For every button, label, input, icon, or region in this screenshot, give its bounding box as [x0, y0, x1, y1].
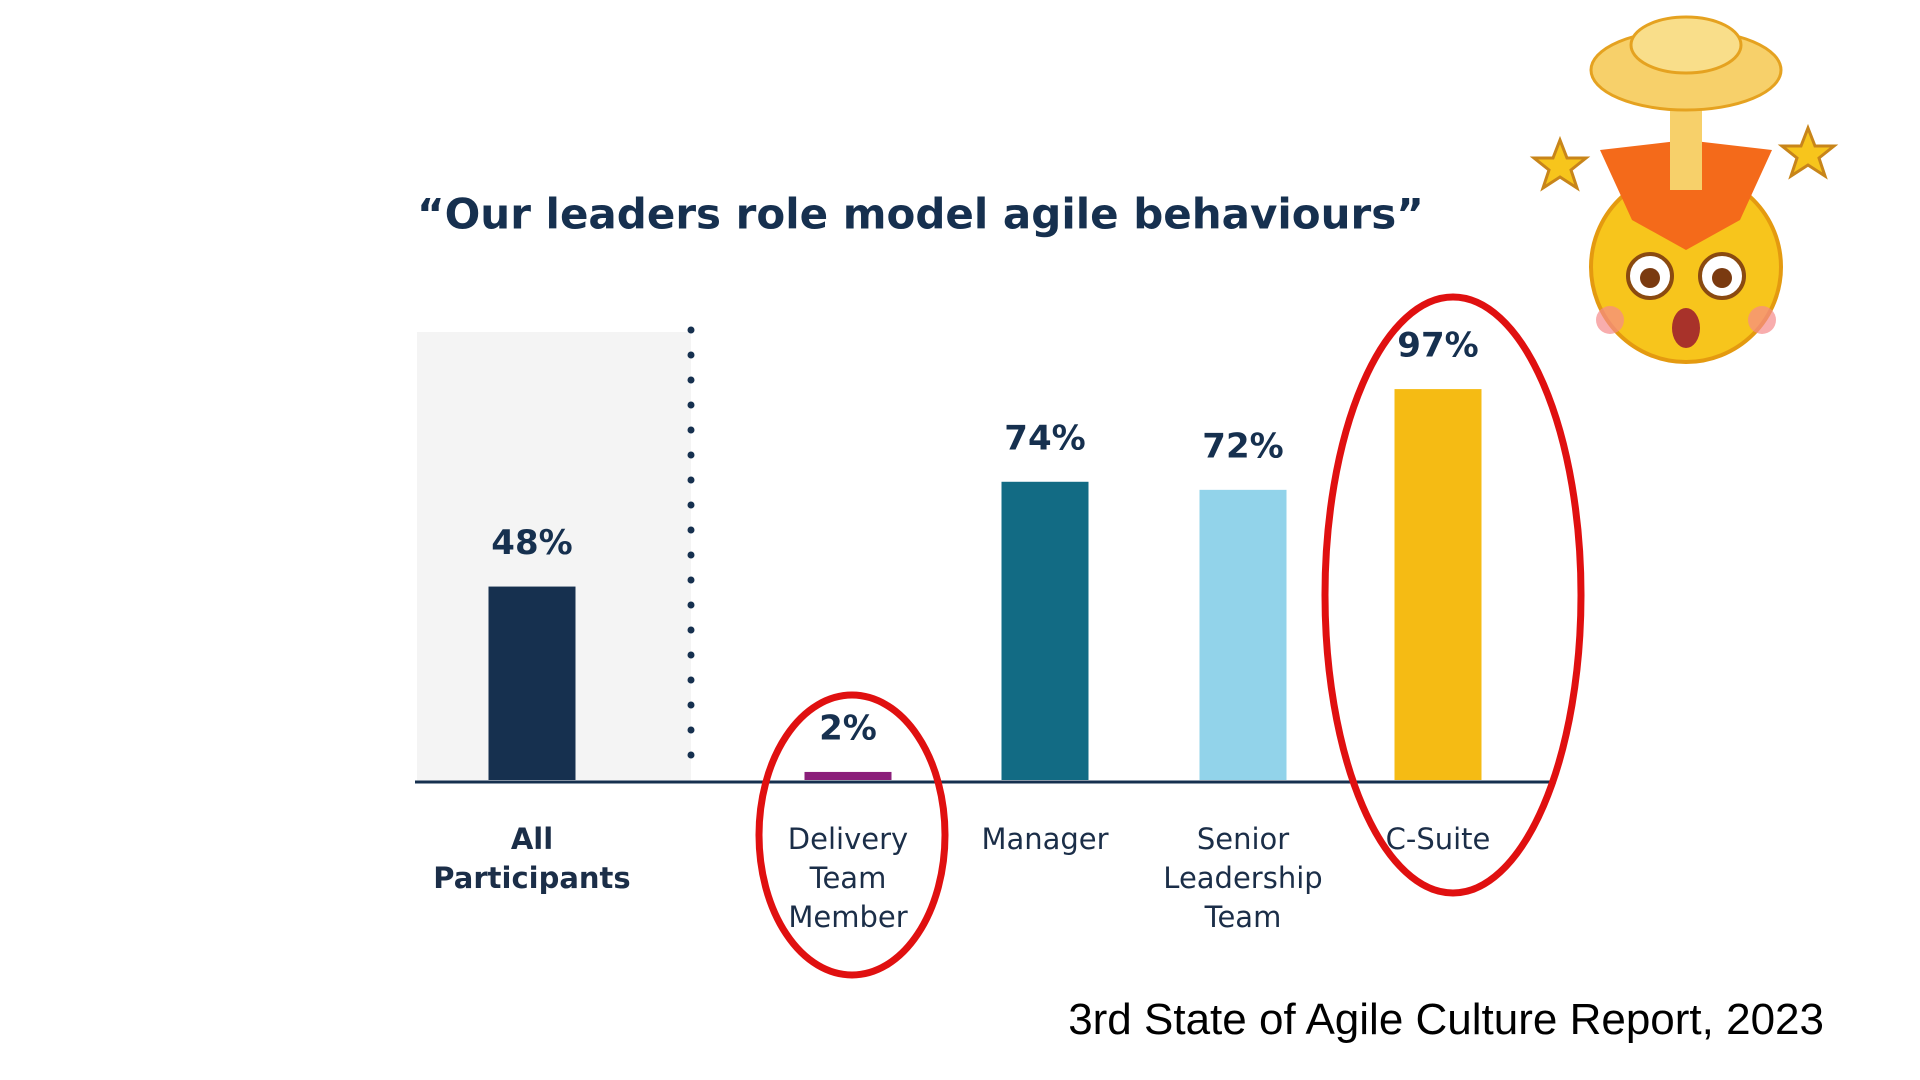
value-label: 48%	[491, 523, 572, 563]
bar	[1001, 481, 1089, 780]
highlight-circle	[755, 691, 949, 979]
x-tick-label: All Participants	[433, 822, 631, 895]
bar	[804, 771, 892, 780]
value-label: 74%	[1004, 418, 1085, 458]
bars: 48% 2% 74% 72% 97%	[488, 326, 1482, 780]
value-label: 97%	[1397, 326, 1478, 366]
x-tick-label: Delivery Team Member	[787, 822, 909, 934]
value-label: 72%	[1202, 426, 1283, 466]
bar	[1199, 489, 1287, 780]
chart-title: “Our leaders role model agile behaviours…	[417, 190, 1424, 239]
source: 3rd State of Agile Culture Report, 2023	[1068, 995, 1824, 1044]
emoji	[1529, 15, 1839, 364]
bar	[1394, 389, 1482, 780]
bar	[488, 586, 576, 780]
highlight-circle	[1321, 293, 1585, 897]
value-label: 2%	[819, 708, 877, 748]
x-tick-label: Senior Leadership Team	[1163, 822, 1323, 934]
x-tick-label: Manager	[981, 822, 1109, 856]
x-tick-label: C-Suite	[1385, 822, 1491, 856]
